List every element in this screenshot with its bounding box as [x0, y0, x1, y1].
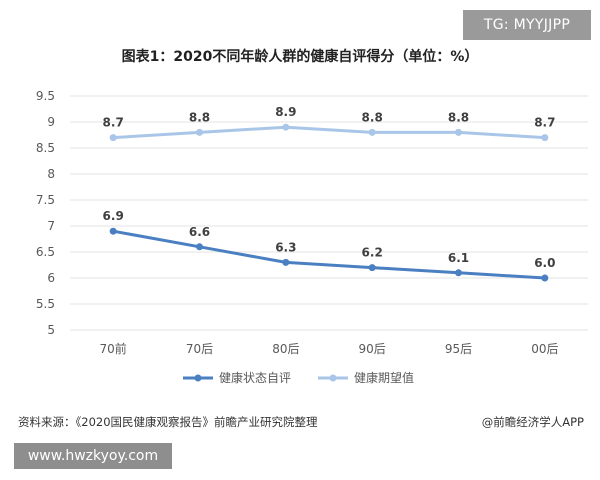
data-point	[196, 128, 203, 136]
x-tick-label: 95后	[445, 342, 472, 356]
data-point	[282, 123, 290, 131]
data-point	[541, 134, 549, 142]
x-tick-label: 90后	[359, 342, 386, 356]
y-tick-label: 6	[47, 271, 55, 285]
legend-marker	[329, 374, 337, 382]
data-label: 8.8	[448, 110, 469, 124]
data-point	[455, 269, 462, 277]
data-point	[196, 243, 203, 251]
y-tick-label: 8	[47, 167, 55, 181]
data-point	[368, 128, 376, 136]
data-point	[368, 264, 376, 272]
legend-label: 健康期望值	[354, 370, 414, 385]
data-label: 6.3	[275, 240, 296, 254]
data-point	[282, 258, 290, 266]
y-tick-label: 7.5	[36, 193, 55, 207]
top-watermark-badge: TG: MYYJJPP	[463, 10, 591, 40]
y-tick-label: 5	[47, 323, 55, 337]
data-point	[541, 274, 549, 282]
legend-label: 健康状态自评	[219, 370, 291, 385]
source-note: 资料来源：《2020国民健康观察报告》前瞻产业研究院整理	[18, 415, 318, 429]
data-label: 8.8	[362, 110, 383, 124]
data-label: 6.1	[448, 251, 469, 265]
data-label: 6.2	[362, 246, 383, 260]
bottom-watermark-badge: www.hwzkyoy.com	[14, 443, 172, 469]
y-tick-label: 5.5	[36, 297, 55, 311]
x-tick-label: 70后	[186, 342, 213, 356]
data-label: 8.7	[534, 116, 555, 130]
chart-title: 图表1：2020不同年龄人群的健康自评得分（单位：%）	[121, 49, 479, 65]
y-tick-label: 6.5	[36, 245, 55, 259]
line-chart: 5 5.5 6 6.5 7 7.5 8 8.5 9 9.5 70前 70后 80后 90后 95后 00后 8.…	[36, 89, 588, 385]
data-label: 8.8	[189, 110, 210, 124]
data-label: 8.7	[103, 116, 124, 130]
y-tick-label: 7	[47, 219, 55, 233]
data-label: 8.9	[275, 105, 296, 119]
x-tick-label: 80后	[272, 342, 299, 356]
x-tick-label: 70前	[100, 341, 127, 356]
y-tick-label: 9	[47, 115, 55, 129]
data-point	[109, 134, 117, 142]
data-label: 6.0	[534, 256, 555, 270]
series-line-2	[111, 125, 547, 140]
data-point	[109, 227, 117, 235]
brand-credit: @前瞻经济学人APP	[481, 415, 584, 429]
data-label: 6.6	[189, 225, 210, 239]
y-tick-label: 8.5	[36, 141, 55, 155]
series-line-1	[111, 229, 547, 280]
data-point	[455, 128, 462, 136]
y-tick-label: 9.5	[36, 89, 55, 103]
legend-marker	[194, 374, 202, 382]
data-label: 6.9	[103, 209, 124, 223]
x-tick-label: 00后	[531, 342, 558, 356]
